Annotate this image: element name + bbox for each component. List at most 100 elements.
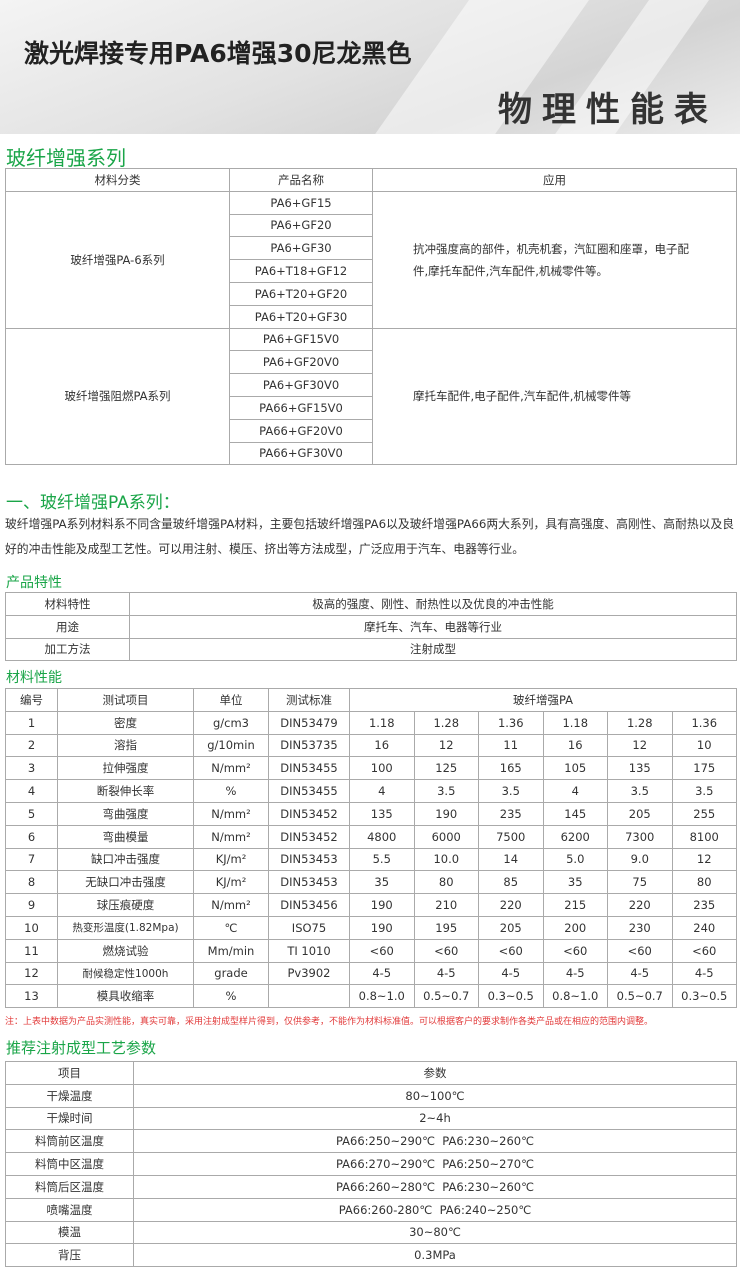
col-header: 编号 bbox=[5, 688, 58, 712]
data-cell: 12 bbox=[671, 847, 737, 872]
data-cell: 10 bbox=[5, 915, 58, 940]
data-cell: 0.5~0.7 bbox=[607, 984, 673, 1009]
data-cell: 14 bbox=[478, 847, 544, 872]
data-cell: 205 bbox=[478, 915, 544, 940]
param-label: 料筒中区温度 bbox=[5, 1152, 134, 1176]
data-cell: 0.8~1.0 bbox=[349, 984, 415, 1009]
product-cell: PA6+GF30 bbox=[229, 236, 373, 261]
product-cell: PA6+GF15V0 bbox=[229, 327, 373, 352]
data-cell: DIN53453 bbox=[268, 847, 350, 872]
data-cell: 5.0 bbox=[542, 847, 608, 872]
data-cell: 75 bbox=[607, 870, 673, 895]
data-cell: 1.18 bbox=[349, 710, 415, 735]
data-cell: 拉伸强度 bbox=[57, 756, 194, 781]
product-cell: PA6+GF20V0 bbox=[229, 350, 373, 375]
data-cell: 0.8~1.0 bbox=[542, 984, 608, 1009]
data-cell: DIN53453 bbox=[268, 870, 350, 895]
table-row: 用途 摩托车、汽车、电器等行业 bbox=[5, 614, 737, 639]
col-header: 测试标准 bbox=[268, 688, 350, 712]
param-value: 2~4h bbox=[133, 1106, 737, 1131]
data-cell: 弯曲强度 bbox=[57, 801, 194, 826]
param-value: 80~100℃ bbox=[133, 1083, 737, 1108]
data-cell: 255 bbox=[671, 801, 737, 826]
table-row: 8 无缺口冲击强度 KJ/m² DIN53453 35 80 85 35 75 80 bbox=[5, 870, 737, 895]
data-cell: 断裂伸长率 bbox=[57, 779, 194, 803]
page-subtitle: 物理性能表 bbox=[498, 90, 718, 130]
data-cell: 7 bbox=[5, 847, 58, 872]
data-cell: 145 bbox=[542, 801, 608, 826]
data-cell: 80 bbox=[413, 870, 479, 895]
data-cell: ℃ bbox=[193, 915, 269, 940]
data-cell: 210 bbox=[413, 893, 479, 917]
param-value: PA66:260-280℃ PA6:240~250℃ bbox=[133, 1197, 737, 1222]
series-title: 玻纤增强系列 bbox=[6, 146, 126, 170]
data-cell: 205 bbox=[607, 801, 673, 826]
data-cell: 0.3~0.5 bbox=[671, 984, 737, 1009]
data-cell: 16 bbox=[542, 733, 608, 758]
data-cell: 溶指 bbox=[57, 733, 194, 758]
data-cell: DIN53455 bbox=[268, 756, 350, 781]
data-cell: DIN53456 bbox=[268, 893, 350, 917]
data-cell: % bbox=[193, 779, 269, 803]
data-cell: 6000 bbox=[413, 824, 479, 849]
data-cell: 4-5 bbox=[542, 961, 608, 986]
col-header: 测试项目 bbox=[57, 688, 194, 712]
col-header: 项目 bbox=[5, 1061, 134, 1085]
data-cell: 1.18 bbox=[542, 710, 608, 735]
data-cell: ISO75 bbox=[268, 915, 350, 940]
data-cell: 4-5 bbox=[671, 961, 737, 986]
param-label: 喷嘴温度 bbox=[5, 1197, 134, 1222]
process-table: 项目 参数 干燥温度 80~100℃ 干燥时间 2~4h 料筒前区温度 PA66:250~29… bbox=[5, 1061, 737, 1268]
table-row: PA6+T20+GF30 bbox=[6, 304, 737, 329]
data-cell: 12 bbox=[607, 733, 673, 758]
table-row: 11 燃烧试验 Mm/min TI 1010 <60 <60 <60 <60 <60 <60 bbox=[5, 938, 737, 963]
data-cell: 4 bbox=[542, 779, 608, 803]
application-cell: 抗冲强度高的部件，机壳机套，汽缸圈和座罩，电子配件,摩托车配件,汽车配件,机械零… bbox=[372, 190, 737, 329]
data-cell bbox=[268, 984, 350, 1009]
col-header: 玻纤增强PA bbox=[349, 688, 737, 712]
data-cell: 11 bbox=[478, 733, 544, 758]
properties-table: 编号 测试项目 单位 测试标准 玻纤增强PA 1 密度 g/cm3 DIN53479 1.18 1.… bbox=[5, 688, 737, 1009]
table-row: 背压 0.3MPa bbox=[5, 1243, 737, 1268]
feature-value: 极高的强度、刚性、耐热性以及优良的冲击性能 bbox=[129, 592, 737, 616]
data-cell: 4-5 bbox=[478, 961, 544, 986]
data-cell: TI 1010 bbox=[268, 938, 350, 963]
data-cell: 235 bbox=[478, 801, 544, 826]
series-table: 材料分类 产品名称 应用 玻纤增强PA-6系列 PA6+GF15 抗冲强度高的部件，机壳… bbox=[5, 168, 737, 466]
properties-note: 注：上表中数据为产品实测性能，真实可靠，采用注射成型样片得到，仅供参考，不能作为… bbox=[5, 1017, 654, 1027]
data-cell: <60 bbox=[478, 938, 544, 963]
data-cell: 195 bbox=[413, 915, 479, 940]
table-row: 6 弯曲模量 N/mm² DIN53452 4800 6000 7500 6200 7300 81… bbox=[5, 824, 737, 849]
product-cell: PA6+GF20 bbox=[229, 213, 373, 238]
data-cell: 135 bbox=[349, 801, 415, 826]
category-cell: 玻纤增强PA-6系列 bbox=[5, 190, 230, 329]
data-cell: 235 bbox=[671, 893, 737, 917]
data-cell: 175 bbox=[671, 756, 737, 781]
data-cell: N/mm² bbox=[193, 756, 269, 781]
data-cell: 0.3~0.5 bbox=[478, 984, 544, 1009]
param-label: 模温 bbox=[5, 1220, 134, 1245]
table-row: 喷嘴温度 PA66:260-280℃ PA6:240~250℃ bbox=[5, 1197, 737, 1222]
table-row: 玻纤增强阻燃PA系列 PA6+GF15V0 摩托车配件,电子配件,汽车配件,机械零件… bbox=[5, 327, 737, 466]
col-header: 产品名称 bbox=[229, 168, 373, 192]
product-cell: PA66+GF20V0 bbox=[229, 418, 373, 443]
category-cell: 玻纤增强阻燃PA系列 bbox=[5, 327, 230, 466]
data-cell: <60 bbox=[607, 938, 673, 963]
data-cell: 1.28 bbox=[413, 710, 479, 735]
application-cell: 摩托车配件,电子配件,汽车配件,机械零件等 bbox=[372, 327, 737, 466]
table-row: 加工方法 注射成型 bbox=[5, 637, 737, 662]
table-row: 13 模具收缩率% 0.8~1.0 0.5~0.7 0.3~0.5 0.8~1.0 0.5~… bbox=[5, 984, 737, 1009]
table-row: 料筒后区温度 PA66:260~280℃ PA6:230~260℃ bbox=[5, 1174, 737, 1199]
data-cell: 105 bbox=[542, 756, 608, 781]
data-cell: 4800 bbox=[349, 824, 415, 849]
data-cell: 3.5 bbox=[607, 779, 673, 803]
table-row: 10 热变形温度(1.82Mpa) ℃ ISO75 190 195 205 200 230 240 bbox=[5, 915, 737, 940]
data-cell: 100 bbox=[349, 756, 415, 781]
feature-label: 材料特性 bbox=[5, 592, 130, 616]
data-cell: 密度 bbox=[57, 710, 194, 735]
data-cell: 9 bbox=[5, 893, 58, 917]
data-cell: 220 bbox=[478, 893, 544, 917]
header-row: 项目 参数 bbox=[5, 1061, 737, 1085]
data-cell: 5 bbox=[5, 801, 58, 826]
table-row: 5 弯曲强度 N/mm² DIN53452 135 190 235 145 205 255 bbox=[5, 801, 737, 826]
